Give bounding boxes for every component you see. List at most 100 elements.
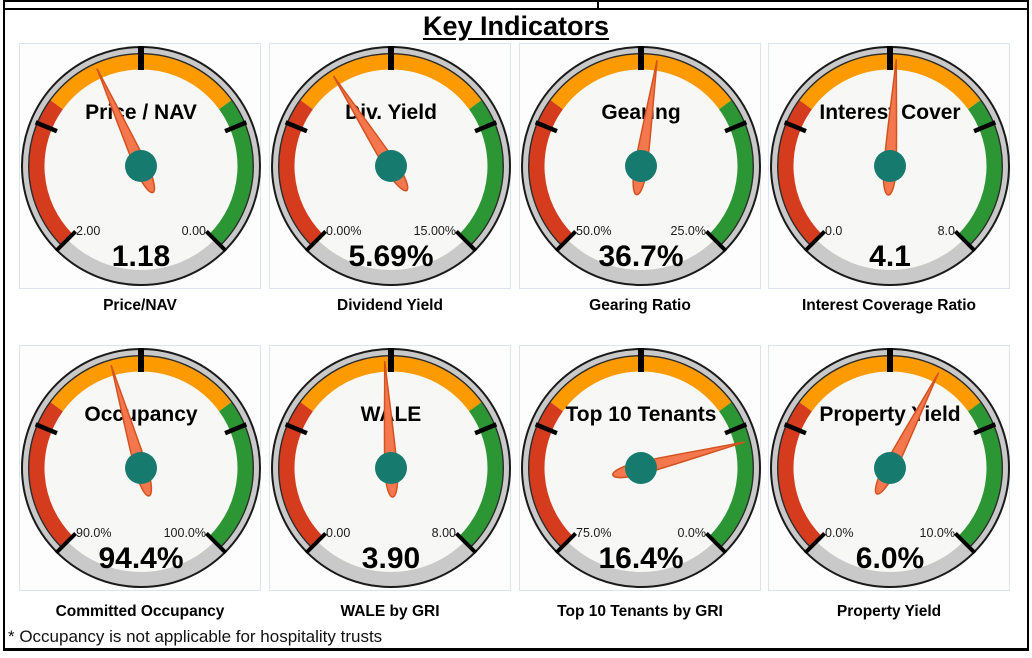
gauge-max-label: 0.00: [182, 224, 206, 238]
gauge-min-label: 0.0: [825, 224, 842, 238]
gauge-value: 4.1: [869, 240, 911, 273]
gauge-band-red: [279, 100, 323, 246]
gauge-card-wale: WALE0.008.003.90: [269, 345, 511, 591]
gauge-value: 94.4%: [98, 542, 183, 575]
gauge-max-label: 0.0%: [678, 526, 707, 540]
gauge-tick-quarter: [534, 120, 558, 134]
gauge-card-price-nav: Price / NAV 2.00 0.00 1.18: [19, 43, 261, 289]
footnote: * Occupancy is not applicable for hospit…: [8, 627, 383, 646]
gauge-tick-min: [54, 229, 78, 253]
gauge-band-green: [459, 402, 503, 548]
gauge-top10-tenants: Top 10 Tenants 75.0% 0.0% 16.4%: [521, 348, 761, 588]
gauge-tick-max: [704, 531, 728, 555]
gauge-tick-quarter: [973, 422, 997, 436]
gauge-min-label: 0.00: [326, 526, 350, 540]
gauge-min-label: 75.0%: [576, 526, 611, 540]
gauge-tick-quarter: [224, 120, 248, 134]
gauge-tick-quarter: [724, 120, 748, 134]
gauge-hub: [874, 452, 906, 484]
gauge-tick-quarter: [973, 120, 997, 134]
gauge-band-green: [709, 402, 753, 548]
gauge-hub: [125, 150, 157, 182]
gauge-min-label: 2.00: [76, 224, 100, 238]
gauge-band-red: [29, 402, 73, 548]
gauge-tick-max: [953, 531, 977, 555]
gauge-band-red: [529, 402, 573, 548]
gauge-tick-quarter: [34, 120, 58, 134]
gauge-min-label: 0.00%: [326, 224, 361, 238]
gauge-tick-quarter: [724, 422, 748, 436]
gauge-card-gearing: Gearing 50.0% 25.0% 36.7%: [519, 43, 761, 289]
gauge-value: 6.0%: [856, 542, 924, 575]
gauge-value: 16.4%: [598, 542, 683, 575]
gauge-band-red: [29, 100, 73, 246]
gauge-band-red: [778, 100, 822, 246]
gauge-caption: Committed Occupancy: [55, 603, 225, 620]
gauge-property-yield: Property Yield 0.0% 10.0% 6.0%: [770, 348, 1010, 588]
gauge-max-label: 100.0%: [164, 526, 206, 540]
gauge-tick-quarter: [284, 120, 308, 134]
gauge-card-div-yield: Div. Yield 0.00% 15.00% 5.69%: [269, 43, 511, 289]
gauge-band-red: [778, 402, 822, 548]
gauge-value: 5.69%: [348, 240, 433, 273]
gauge-dial-label: Property Yield: [819, 403, 960, 426]
gauge-card-interest-cover: Interest Cover 0.0 8.0 4.1: [768, 43, 1010, 289]
gauge-band-green: [209, 402, 253, 548]
gauge-max-label: 8.00: [432, 526, 456, 540]
gauge-band-green: [958, 100, 1002, 246]
gauge-tick-max: [454, 531, 478, 555]
gauge-gearing: Gearing 50.0% 25.0% 36.7%: [521, 46, 761, 286]
gauge-dial-label: Div. Yield: [345, 101, 437, 124]
gauge-value: 1.18: [112, 240, 170, 273]
gauge-tick-min: [803, 229, 827, 253]
gauge-tick-quarter: [34, 422, 58, 436]
gauge-caption: Top 10 Tenants by GRI: [557, 603, 723, 620]
gauge-hub: [375, 452, 407, 484]
gauge-max-label: 15.00%: [414, 224, 456, 238]
gauge-band-green: [709, 100, 753, 246]
gauge-max-label: 25.0%: [671, 224, 706, 238]
gauge-hub: [375, 150, 407, 182]
gauge-band-red: [279, 402, 323, 548]
gauge-band-green: [209, 100, 253, 246]
gauge-tick-quarter: [474, 422, 498, 436]
gridline-artifact: [597, 0, 599, 8]
gauge-min-label: 50.0%: [576, 224, 611, 238]
gauge-caption: Gearing Ratio: [589, 297, 691, 314]
gauge-tick-min: [803, 531, 827, 555]
gauge-dial-label: Price / NAV: [85, 101, 197, 124]
gauge-min-label: 0.0%: [825, 526, 854, 540]
gauge-tick-max: [204, 531, 228, 555]
gauge-dial-label: Occupancy: [84, 403, 198, 426]
gauge-hub: [874, 150, 906, 182]
gauge-band-green: [958, 402, 1002, 548]
gauge-card-occupancy: Occupancy 90.0% 100.0% 94.4%: [19, 345, 261, 591]
gauge-tick-max: [454, 229, 478, 253]
gauge-tick-min: [304, 531, 328, 555]
gauge-dial-label: Gearing: [601, 101, 680, 124]
gauge-tick-min: [54, 531, 78, 555]
gauge-price-nav: Price / NAV 2.00 0.00 1.18: [21, 46, 261, 286]
gauge-hub: [625, 452, 657, 484]
gauge-tick-min: [554, 229, 578, 253]
gauge-tick-max: [704, 229, 728, 253]
inner-top-border: [3, 8, 1029, 10]
page-title: Key Indicators: [422, 11, 610, 41]
gauge-tick-quarter: [474, 120, 498, 134]
gauge-hub: [125, 452, 157, 484]
gauge-caption: WALE by GRI: [340, 603, 440, 620]
gauge-value: 3.90: [362, 542, 420, 575]
gauge-max-label: 10.0%: [920, 526, 955, 540]
gauge-caption: Property Yield: [836, 603, 942, 620]
gauge-caption: Interest Coverage Ratio: [802, 297, 976, 314]
gauge-tick-quarter: [783, 120, 807, 134]
gauge-max-label: 8.0: [938, 224, 955, 238]
gauge-wale: WALE0.008.003.90: [271, 348, 511, 588]
gauge-occupancy: Occupancy 90.0% 100.0% 94.4%: [21, 348, 261, 588]
gauge-min-label: 90.0%: [76, 526, 111, 540]
gauge-card-property-yield: Property Yield 0.0% 10.0% 6.0%: [768, 345, 1010, 591]
gauge-tick-min: [554, 531, 578, 555]
gauge-band-green: [459, 100, 503, 246]
gauge-tick-min: [304, 229, 328, 253]
